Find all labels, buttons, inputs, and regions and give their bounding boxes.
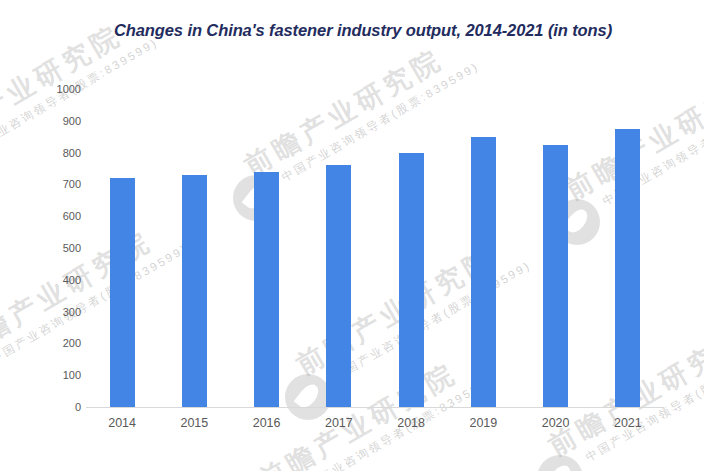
x-axis: 2014 2015 2016 2017 2018 2019 2020 2021 [86, 416, 664, 434]
y-tick-label: 400 [0, 273, 81, 287]
bar-2021 [615, 129, 640, 407]
y-tick-label: 100 [0, 368, 81, 382]
y-tick-label: 200 [0, 336, 81, 350]
chart-title: Changes in China's fastener industry out… [0, 21, 704, 40]
y-tick-label: 1000 [0, 82, 81, 96]
bar-2015 [182, 175, 207, 407]
bar-2018 [399, 153, 424, 407]
y-tick-label: 700 [0, 177, 81, 191]
bar-2014 [110, 178, 135, 407]
bar-2017 [326, 165, 351, 407]
x-tick-label: 2018 [381, 416, 441, 430]
x-tick-label: 2015 [164, 416, 224, 430]
x-tick-label: 2017 [309, 416, 369, 430]
y-tick-label: 600 [0, 209, 81, 223]
bar-chart-screenshot: Changes in China's fastener industry out… [0, 0, 704, 471]
y-tick-label: 900 [0, 114, 81, 128]
bar-2020 [543, 145, 568, 407]
bar-2019 [471, 137, 496, 407]
y-tick-label: 500 [0, 241, 81, 255]
x-tick-label: 2014 [92, 416, 152, 430]
y-axis: 01002003004005006007008009001000 [0, 89, 81, 407]
y-tick-label: 0 [0, 400, 81, 414]
y-tick-label: 300 [0, 305, 81, 319]
plot-area [86, 89, 664, 408]
x-tick-label: 2021 [598, 416, 658, 430]
y-tick-label: 800 [0, 146, 81, 160]
logo-swoosh-shape [546, 462, 575, 471]
bar-2016 [254, 172, 279, 407]
x-tick-label: 2019 [453, 416, 513, 430]
x-tick-label: 2020 [526, 416, 586, 430]
x-tick-label: 2016 [237, 416, 297, 430]
qianzhan-logo-icon [537, 455, 583, 471]
